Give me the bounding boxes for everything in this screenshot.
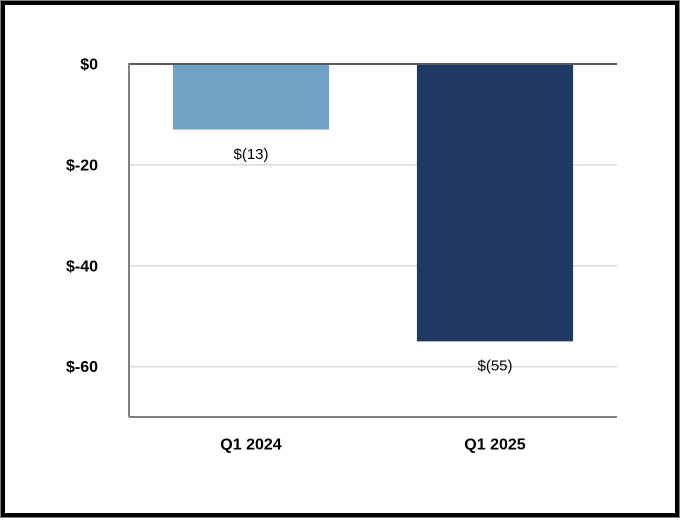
- y-tick-label-40: $-40: [66, 258, 98, 275]
- bar-q1-2025: [416, 64, 574, 342]
- category-label-q1-2025: Q1 2025: [464, 437, 525, 454]
- value-label-q1-2025: $(55): [477, 358, 512, 375]
- y-tick-label-0: $0: [80, 57, 98, 74]
- category-label-q1-2024: Q1 2024: [220, 437, 281, 454]
- y-tick-label-20: $-20: [66, 157, 98, 174]
- plot-area: $0 $-20 $-40 $-60 $(13) Q1 2024 $(55) Q1 2025: [66, 57, 617, 454]
- value-label-q1-2024: $(13): [233, 146, 268, 163]
- bar-q1-2024: [172, 64, 330, 130]
- y-tick-label-60: $-60: [66, 359, 98, 376]
